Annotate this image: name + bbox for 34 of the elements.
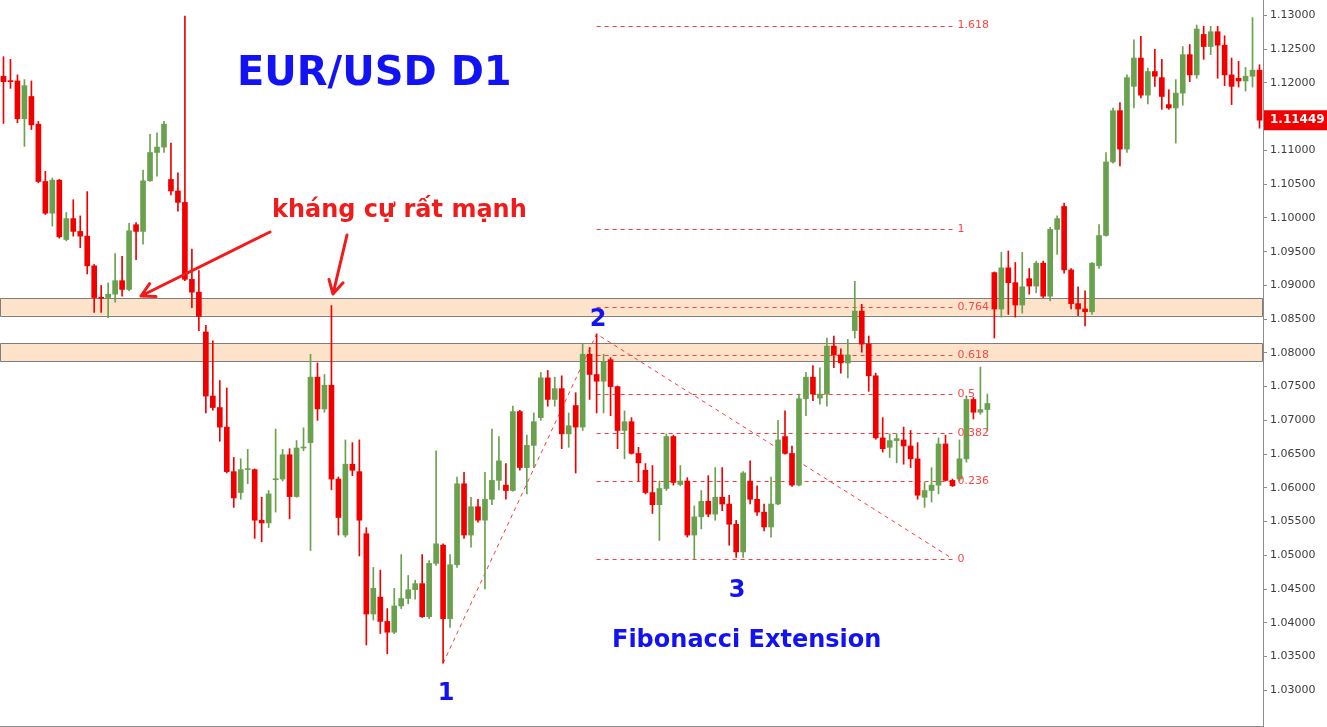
annotation: 1 [437, 678, 455, 706]
annotation: 0.5 [957, 386, 975, 400]
annotation: 2 [589, 304, 607, 332]
y-tick-label: 1.08000 [1270, 345, 1316, 359]
y-tick-label: 1.13000 [1270, 8, 1316, 22]
y-tick-label: 1.05000 [1270, 548, 1316, 562]
annotation: 0.764 [957, 299, 989, 313]
y-tick-label: 1.04000 [1270, 615, 1316, 629]
y-tick-label: 1.09500 [1270, 244, 1316, 258]
y-tick-label: 1.10500 [1270, 177, 1316, 191]
annotation: 1 [957, 222, 965, 236]
annotation: 3 [728, 575, 746, 603]
annotation: Fibonacci Extension [612, 625, 882, 653]
annotation: 0 [957, 551, 965, 565]
y-tick-label: 1.07500 [1270, 379, 1316, 393]
annotation: 0.236 [957, 473, 989, 487]
annotation: 1.618 [957, 18, 989, 32]
y-tick-label: 1.10000 [1270, 210, 1316, 224]
annotation: 0.618 [957, 347, 989, 361]
y-tick-label: 1.08500 [1270, 312, 1316, 325]
y-tick-label: 1.03000 [1270, 683, 1316, 697]
y-tick-label: 1.12000 [1270, 75, 1316, 89]
text: EUR/USD D1 [237, 48, 512, 94]
y-tick-label: 1.03500 [1270, 649, 1316, 663]
y-tick-label: 1.06500 [1270, 446, 1316, 460]
y-tick-label: 1.05500 [1270, 514, 1316, 528]
y-tick-label: 1.04500 [1270, 581, 1316, 595]
annotation: kháng cự rất mạnh [272, 195, 527, 223]
y-tick-label: 1.12500 [1270, 42, 1316, 56]
y-tick-label: 1.07000 [1270, 413, 1316, 427]
y-tick-label: 1.11000 [1270, 143, 1316, 157]
y-tick-label: 1.06000 [1270, 480, 1316, 494]
y-tick-label: 1.09000 [1270, 278, 1316, 292]
text: 1.11449 [1270, 112, 1325, 127]
